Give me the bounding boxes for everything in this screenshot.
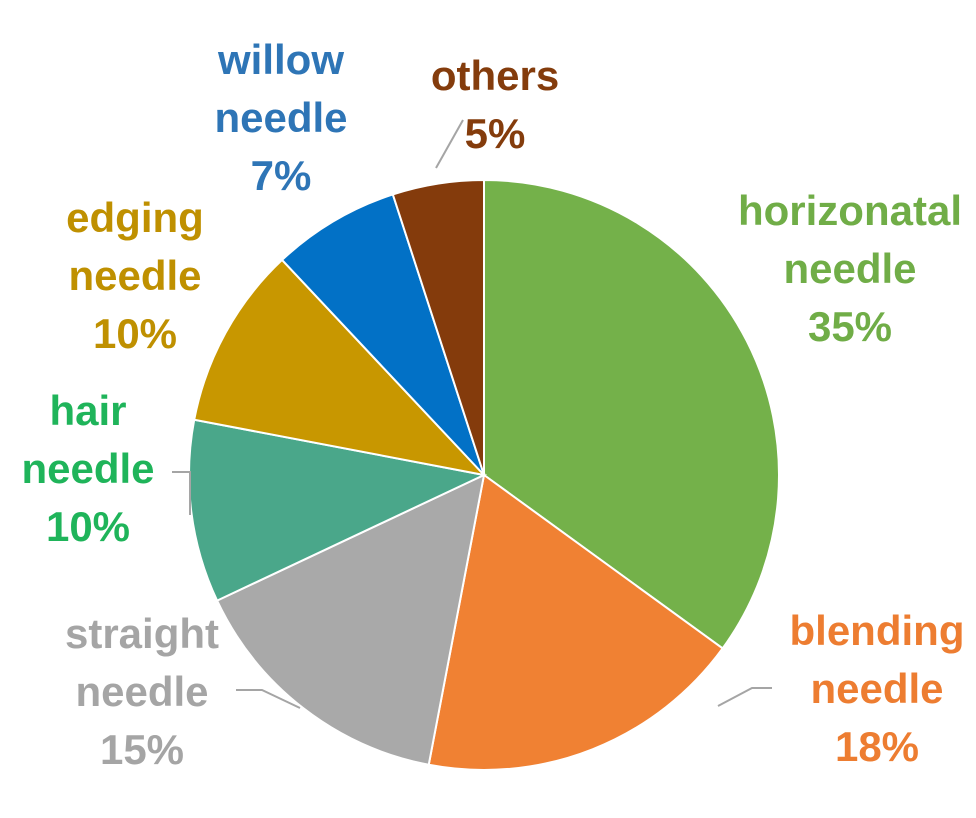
data-label-name-line: horizonatal [738,187,962,234]
pie-slice-others [391,178,485,476]
leader-line-hair-needle [172,471,191,515]
data-label-name-line: willow [217,36,344,83]
pie-slice-willow-needle [280,193,485,476]
data-label-name-line: straight [65,610,219,657]
data-label-others: others 5% [431,52,559,157]
data-label-percent: 15% [100,726,184,773]
pie-slice-horizonatal-needle [483,178,780,650]
data-label-percent: 35% [808,303,892,350]
pie-slice-edging-needle [193,258,487,477]
data-label-name-line: needle [214,94,347,141]
leader-lines [172,119,772,709]
data-label-percent: 7% [251,152,312,199]
data-label-edging-needle: edging needle 10% [66,194,204,357]
data-label-name-line: needle [21,445,154,492]
data-label-name-line: needle [75,668,208,715]
data-label-percent: 5% [465,110,526,157]
leader-line-straight-needle [236,689,301,709]
pie-slice-straight-needle [215,473,486,766]
data-labels: horizonatal needle 35% blending needle 18% str… [21,36,964,773]
data-label-name-line: needle [783,245,916,292]
data-label-name-line: needle [810,665,943,712]
data-label-hair-needle: hair needle 10% [21,387,154,550]
data-label-name-line: hair [49,387,126,434]
data-label-percent: 18% [835,723,919,770]
data-label-name-line: needle [68,252,201,299]
pie-slice-hair-needle [188,418,488,602]
data-label-horizonatal-needle: horizonatal needle 35% [738,187,962,350]
pie-slice-blending-needle [427,473,725,771]
data-label-willow-needle: willow needle 7% [214,36,347,199]
data-label-name-line: blending [790,607,965,654]
data-label-straight-needle: straight needle 15% [65,610,219,773]
data-label-name-line: edging [66,194,204,241]
data-label-percent: 10% [46,503,130,550]
leader-line-others [435,119,464,169]
data-label-blending-needle: blending needle 18% [790,607,965,770]
pie-slices [188,178,780,771]
leader-line-blending-needle [717,687,772,707]
data-label-percent: 10% [93,310,177,357]
data-label-name-line: others [431,52,559,99]
